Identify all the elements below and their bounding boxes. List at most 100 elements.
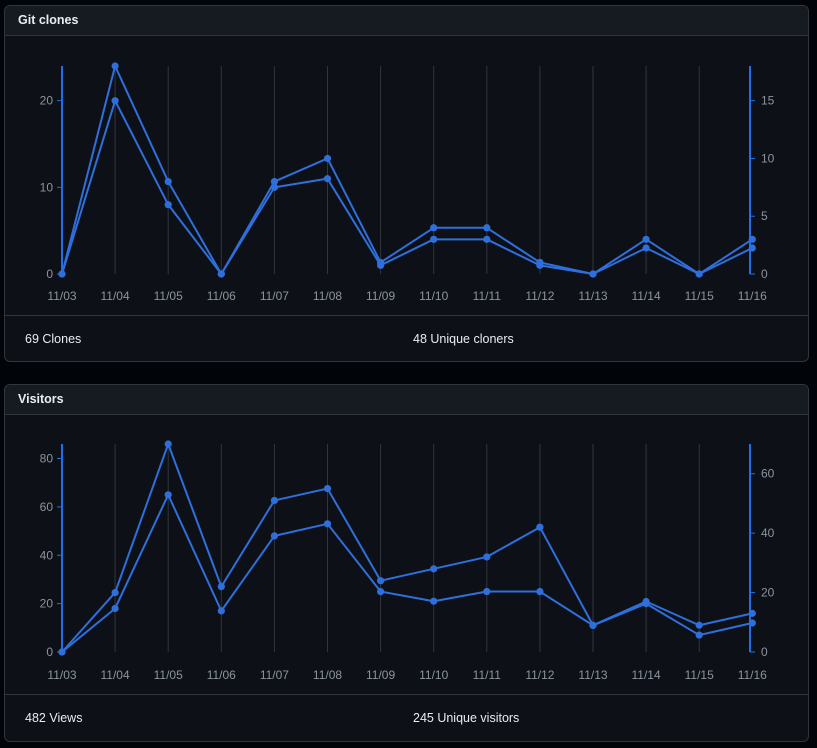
x-tick-label: 11/10 — [419, 668, 448, 682]
x-tick-label: 11/16 — [738, 289, 767, 303]
left-tick-label: 0 — [46, 267, 53, 281]
data-point[interactable] — [217, 270, 225, 278]
data-point[interactable] — [483, 553, 491, 561]
visitors-footer: 482 Views 245 Unique visitors — [5, 694, 808, 739]
data-point[interactable] — [748, 619, 756, 627]
data-point[interactable] — [111, 588, 119, 597]
x-tick-label: 11/08 — [313, 289, 342, 303]
data-point[interactable] — [430, 224, 438, 232]
right-tick-label: 5 — [761, 209, 768, 223]
data-point[interactable] — [270, 532, 278, 540]
data-point[interactable] — [270, 177, 278, 186]
x-tick-label: 11/09 — [366, 289, 395, 303]
clones-count: 69 Clones — [25, 332, 82, 346]
data-point[interactable] — [536, 523, 544, 531]
data-point[interactable] — [748, 244, 756, 252]
x-tick-label: 11/03 — [47, 668, 76, 682]
data-point[interactable] — [323, 154, 332, 163]
x-tick-label: 11/13 — [578, 289, 607, 303]
data-point[interactable] — [323, 484, 332, 493]
data-point[interactable] — [748, 609, 756, 617]
x-tick-label: 11/06 — [207, 668, 236, 682]
series-line-left — [61, 493, 753, 653]
git-clones-panel: Git clones 0 10 20 0 5 10 15 11/03 11/04 11/05 11/… — [4, 5, 809, 362]
visitors-chart: 0 20 40 60 80 0 20 40 60 11/03 11/04 11/05 11/06 11/0… — [5, 415, 808, 694]
data-point[interactable] — [589, 270, 597, 278]
x-tick-label: 11/13 — [578, 668, 607, 682]
data-point[interactable] — [536, 258, 544, 267]
x-tick-label: 11/15 — [685, 668, 714, 682]
right-tick-label: 15 — [761, 94, 775, 108]
data-point[interactable] — [377, 258, 385, 267]
x-tick-label: 11/08 — [313, 668, 342, 682]
data-point[interactable] — [58, 270, 66, 278]
data-point[interactable] — [217, 583, 225, 591]
x-tick-label: 11/11 — [473, 289, 502, 303]
series-line-right — [61, 443, 753, 653]
series-line-right — [61, 65, 753, 275]
data-point[interactable] — [642, 597, 650, 606]
right-tick-label: 40 — [761, 526, 775, 540]
data-point[interactable] — [695, 270, 703, 278]
x-tick-label: 11/03 — [47, 289, 76, 303]
left-tick-label: 20 — [40, 94, 54, 108]
data-point[interactable] — [58, 648, 66, 656]
data-point[interactable] — [536, 587, 544, 596]
x-tick-label: 11/11 — [473, 668, 502, 682]
x-tick-label: 11/06 — [207, 289, 236, 303]
x-tick-label: 11/05 — [154, 289, 183, 303]
x-tick-label: 11/15 — [685, 289, 714, 303]
left-tick-label: 10 — [40, 180, 54, 194]
x-tick-label: 11/07 — [260, 289, 289, 303]
x-tick-label: 11/07 — [260, 668, 289, 682]
data-point[interactable] — [164, 491, 172, 499]
x-tick-label: 11/14 — [632, 668, 661, 682]
git-clones-chart-svg: 0 10 20 0 5 10 15 11/03 11/04 11/05 11/06 11/07 11/0… — [40, 62, 775, 303]
x-tick-label: 11/05 — [154, 668, 183, 682]
data-point[interactable] — [217, 607, 225, 615]
git-clones-title: Git clones — [5, 6, 808, 36]
left-tick-label: 0 — [46, 645, 53, 659]
data-point[interactable] — [430, 597, 438, 605]
data-point[interactable] — [695, 631, 703, 639]
data-point[interactable] — [430, 565, 438, 573]
unique-visitors-count: 245 Unique visitors — [413, 711, 520, 725]
git-clones-footer: 69 Clones 48 Unique cloners — [5, 315, 808, 360]
data-point[interactable] — [164, 201, 172, 209]
right-tick-label: 60 — [761, 467, 775, 481]
data-point[interactable] — [483, 224, 491, 232]
data-point[interactable] — [642, 235, 650, 243]
data-point[interactable] — [642, 244, 650, 252]
data-point[interactable] — [323, 175, 332, 183]
data-point[interactable] — [483, 235, 491, 243]
data-point[interactable] — [111, 62, 119, 70]
data-point[interactable] — [589, 621, 597, 629]
git-clones-chart: 0 10 20 0 5 10 15 11/03 11/04 11/05 11/06 11/07 11/0… — [5, 36, 808, 315]
data-point[interactable] — [748, 235, 756, 243]
x-tick-label: 11/04 — [101, 289, 130, 303]
left-tick-label: 20 — [40, 597, 54, 611]
x-tick-label: 11/14 — [632, 289, 661, 303]
x-tick-label: 11/16 — [738, 668, 767, 682]
data-point[interactable] — [695, 621, 703, 629]
left-tick-label: 80 — [40, 452, 54, 466]
x-tick-label: 11/04 — [101, 668, 130, 682]
data-point[interactable] — [323, 520, 332, 528]
data-point[interactable] — [164, 440, 172, 448]
data-point[interactable] — [430, 235, 438, 243]
data-point[interactable] — [270, 496, 278, 505]
left-tick-label: 60 — [40, 500, 54, 514]
series-line-left — [61, 99, 753, 275]
visitors-title: Visitors — [5, 385, 808, 415]
views-count: 482 Views — [25, 711, 83, 725]
data-point[interactable] — [111, 604, 119, 613]
visitors-panel: Visitors 0 20 40 60 80 0 20 40 60 11/03 11/04 11/05… — [4, 384, 809, 742]
right-tick-label: 10 — [761, 151, 775, 165]
data-point[interactable] — [377, 577, 385, 585]
data-point[interactable] — [483, 587, 491, 596]
x-tick-label: 11/12 — [525, 668, 554, 682]
data-point[interactable] — [377, 587, 385, 596]
data-point[interactable] — [164, 177, 172, 186]
data-point[interactable] — [111, 97, 119, 105]
x-tick-label: 11/10 — [419, 289, 448, 303]
